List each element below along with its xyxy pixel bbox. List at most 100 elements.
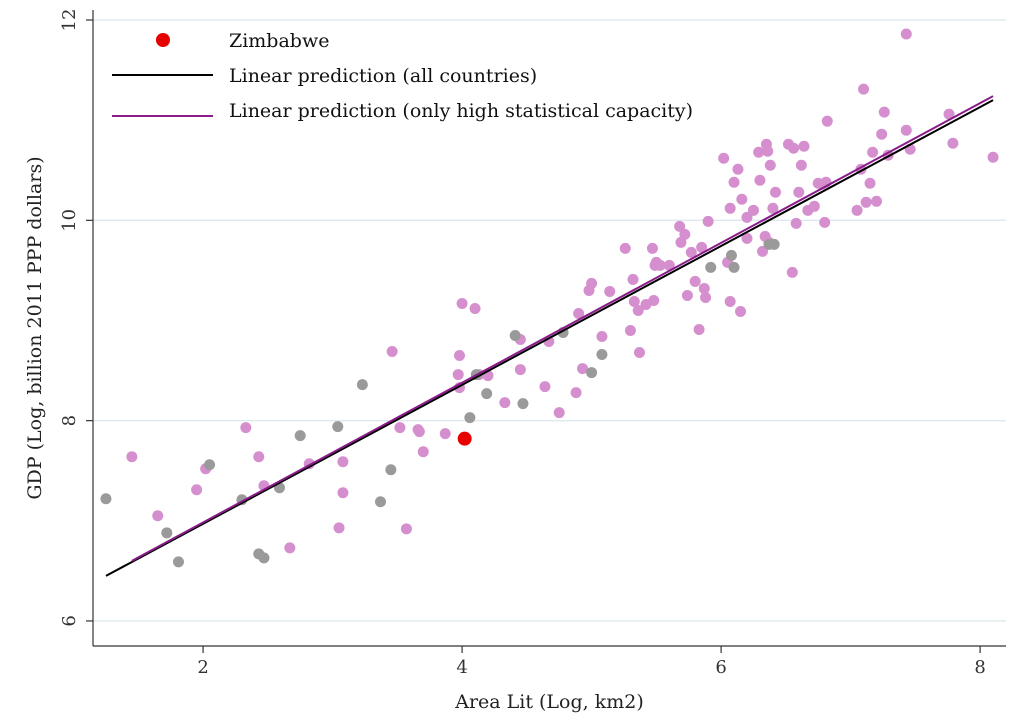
data-point-low_capacity-9 [332,421,344,433]
data-point-high_capacity-57 [689,275,701,287]
data-point-low_capacity-12 [385,464,397,476]
data-point-high_capacity-67 [728,176,740,188]
data-point-high_capacity-18 [439,428,451,440]
data-point-high_capacity-43 [632,304,644,316]
data-point-high_capacity-31 [553,407,565,419]
data-point-low_capacity-6 [258,552,270,564]
data-point-high_capacity-61 [700,291,712,303]
data-point-high_capacity-68 [732,163,744,175]
x-tick-label-2: 2 [197,657,208,678]
data-point-high_capacity-70 [736,193,748,205]
data-point-high_capacity-65 [724,295,736,307]
data-point-high_capacity-98 [851,204,863,216]
data-point-low_capacity-8 [294,430,306,442]
data-point-high_capacity-0 [126,451,138,463]
data-point-high_capacity-59 [696,241,708,253]
grid-layer [93,19,1006,622]
data-point-high_capacity-12 [386,346,398,358]
data-point-low_capacity-19 [586,367,598,379]
data-point-high_capacity-63 [718,152,730,164]
data-point-low_capacity-21 [705,261,717,273]
fit-line-all-countries [105,99,994,577]
data-point-high_capacity-69 [735,305,747,317]
x-axis-title: Area Lit (Log, km2) [454,691,644,713]
data-point-high_capacity-13 [394,422,406,434]
data-point-high_capacity-113 [987,151,999,163]
data-point-high_capacity-82 [767,202,779,214]
data-point-high_capacity-104 [870,195,882,207]
data-point-high_capacity-73 [747,204,759,216]
data-point-high_capacity-66 [724,202,736,214]
data-point-high_capacity-112 [947,137,959,149]
data-point-high_capacity-55 [681,289,693,301]
data-point-high_capacity-16 [413,426,425,438]
axes [92,10,1006,647]
data-point-high_capacity-108 [900,28,912,40]
data-point-high_capacity-33 [573,307,585,319]
y-tick-label-10: 10 [59,209,80,232]
data-point-low_capacity-2 [172,556,184,568]
data-point-high_capacity-56 [685,246,697,258]
data-point-high_capacity-51 [663,259,675,271]
data-point-high_capacity-44 [634,347,646,359]
legend-label-high-capacity: Linear prediction (only high statistical… [229,100,693,122]
data-point-high_capacity-4 [240,422,252,434]
data-point-low_capacity-3 [204,459,216,471]
data-point-high_capacity-81 [764,159,776,171]
data-point-high_capacity-47 [648,294,660,306]
highlight-point [457,431,472,446]
data-point-high_capacity-88 [793,186,805,198]
data-point-low_capacity-22 [725,249,737,261]
data-point-low_capacity-20 [596,349,608,361]
x-tick-label-6: 6 [715,657,726,678]
legend-marker-zimbabwe [156,33,170,47]
data-point-high_capacity-21 [453,350,465,362]
data-point-high_capacity-106 [878,106,890,118]
data-point-high_capacity-42 [628,295,640,307]
data-point-high_capacity-62 [702,215,714,227]
data-point-high_capacity-38 [604,285,616,297]
legend: Zimbabwe Linear prediction (all countrie… [112,30,693,122]
data-point-high_capacity-26 [499,397,511,409]
data-point-high_capacity-19 [452,369,464,381]
data-point-high_capacity-79 [762,145,774,157]
data-point-high_capacity-23 [469,302,481,314]
data-point-high_capacity-89 [795,159,807,171]
data-point-high_capacity-101 [860,196,872,208]
data-point-low_capacity-10 [356,379,368,391]
data-point-high_capacity-17 [417,446,429,458]
data-point-high_capacity-105 [876,128,888,140]
data-point-low_capacity-25 [768,238,780,250]
y-axis-title: GDP (Log, billion 2011 PPP dollars) [24,156,46,499]
data-point-high_capacity-85 [786,266,798,278]
data-point-high_capacity-2 [191,484,203,496]
data-point-high_capacity-87 [790,217,802,229]
data-point-high_capacity-95 [819,216,831,228]
data-point-low_capacity-11 [374,496,386,508]
data-point-high_capacity-111 [943,108,955,120]
data-point-high_capacity-83 [769,186,781,198]
data-point-high_capacity-86 [788,142,800,154]
data-point-high_capacity-72 [741,211,753,223]
data-point-low_capacity-1 [161,527,173,539]
data-point-high_capacity-46 [646,242,658,254]
data-point-low_capacity-0 [100,493,112,505]
data-point-low_capacity-15 [481,388,493,400]
data-point-high_capacity-29 [539,381,551,393]
data-point-high_capacity-10 [337,456,349,468]
data-point-high_capacity-76 [757,245,769,257]
x-tick-label-4: 4 [456,657,467,678]
data-point-high_capacity-54 [679,228,691,240]
data-point-high_capacity-40 [624,325,636,337]
data-point-high_capacity-32 [570,387,582,399]
data-point-high_capacity-100 [858,83,870,95]
data-point-high_capacity-52 [674,220,686,232]
data-point-high_capacity-102 [864,177,876,189]
data-point-high_capacity-103 [867,146,879,158]
data-point-high_capacity-90 [798,140,810,152]
data-points [100,28,999,568]
data-point-high_capacity-60 [698,282,710,294]
data-point-high_capacity-97 [821,115,833,127]
data-point-high_capacity-22 [456,297,468,309]
